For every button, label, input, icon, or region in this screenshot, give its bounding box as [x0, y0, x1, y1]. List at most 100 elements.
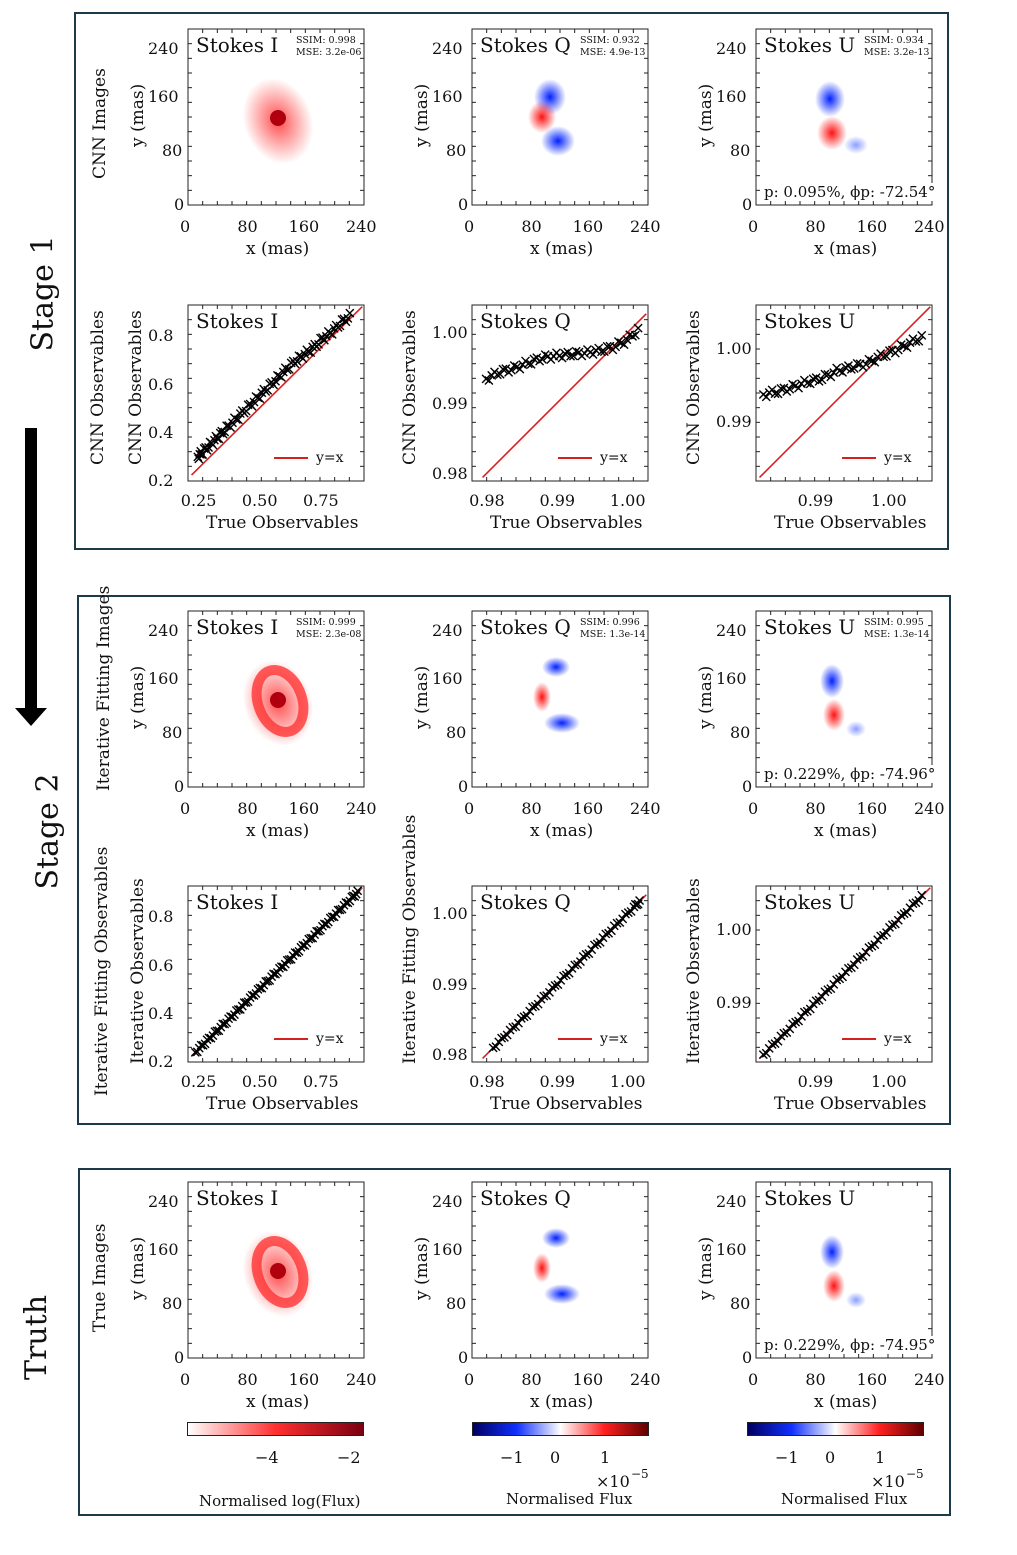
y-tick-label: 160	[716, 668, 747, 688]
x-tick-label: 0.75	[303, 1072, 339, 1091]
x-tick-label: 0	[180, 1370, 191, 1389]
x-tick-label: 0.50	[241, 491, 278, 510]
y-tick-label: 0.99	[716, 412, 752, 432]
scatter-point	[255, 394, 265, 404]
y-tick-label: 240	[716, 1191, 747, 1211]
scatter-point	[484, 375, 494, 385]
y-tick-label: 160	[148, 668, 179, 688]
legend: y=x	[274, 450, 344, 466]
scatter-point	[491, 1042, 501, 1052]
y-tick-label: 1.00	[716, 920, 752, 939]
polarisation-readout: p: 0.095%, ϕp: -72.54°	[764, 183, 936, 201]
stokes-i-core	[270, 1263, 286, 1279]
y-tick-label: 240	[716, 38, 747, 58]
legend-line	[274, 1038, 308, 1040]
y-tick-label: 160	[716, 86, 747, 106]
x-tick-label: 160	[856, 799, 888, 818]
x-tick-label: 0.25	[180, 491, 217, 510]
stokes-u-blob	[823, 1270, 845, 1302]
colorbar-tick-label: −2	[337, 1448, 361, 1467]
x-tick-label: 0.98	[469, 1072, 505, 1091]
stokes-u-blob	[820, 1235, 844, 1269]
y-tick-label: 0.6	[148, 374, 174, 394]
stokes-q-blob	[542, 1228, 570, 1248]
x-tick-label: 0	[748, 217, 759, 236]
scatter-point	[633, 323, 643, 333]
y-tick-label: 80	[162, 1293, 183, 1313]
scatter-point	[314, 339, 324, 349]
stokes-q-blob	[541, 126, 575, 156]
scatter-point	[761, 392, 771, 402]
x-tick-label: 80	[805, 799, 826, 818]
scatter-point	[271, 376, 281, 386]
y-tick-label: 80	[162, 140, 183, 160]
scatter-point	[559, 971, 569, 981]
y-tick-label: 1.00	[432, 904, 468, 924]
scatter-point	[849, 960, 859, 970]
scatter-point	[515, 364, 525, 374]
x-tick-label: 0.25	[180, 1072, 217, 1091]
scatter-point	[870, 357, 880, 367]
scatter-point	[902, 343, 912, 353]
y-tick-label: 1.00	[432, 323, 468, 343]
x-tick-label: 240	[346, 217, 377, 236]
scatter-point	[843, 963, 853, 973]
y-tick-label: 240	[716, 620, 747, 640]
x-axis-label: x (mas)	[814, 239, 878, 259]
legend-label: y=x	[316, 1031, 344, 1047]
legend-label: y=x	[600, 450, 628, 466]
scatter-panel-title: Stokes I	[196, 309, 279, 333]
scatter-panel-title: Stokes Q	[480, 890, 571, 914]
y-tick-label: 160	[148, 1239, 179, 1259]
y-tick-label: 240	[148, 1191, 179, 1211]
scatter-frame	[471, 304, 649, 482]
y-tick-label: 240	[148, 38, 179, 58]
x-tick-label: 1.00	[609, 1072, 646, 1091]
scatter-point	[508, 1022, 518, 1032]
stokes-u-blob	[817, 116, 847, 150]
x-tick-label: 80	[521, 217, 542, 236]
legend-label: y=x	[600, 1031, 628, 1047]
x-tick-label: 0.99	[797, 1072, 834, 1091]
y-tick-label: 0.2	[148, 1052, 174, 1071]
image-panel-title: Stokes U	[764, 1186, 856, 1210]
scatter-point	[896, 340, 906, 350]
ssim-value: SSIM: 0.995	[864, 617, 924, 628]
scatter-point	[838, 972, 848, 982]
scatter-point	[564, 968, 574, 978]
x-tick-label: 0.99	[539, 491, 576, 510]
scatter-point	[893, 345, 903, 355]
ssim-value: SSIM: 0.998	[296, 35, 356, 46]
colorbar-scale: ×10	[871, 1472, 905, 1491]
scatter-point	[820, 369, 830, 379]
scatter-point	[826, 372, 836, 382]
polarisation-readout: p: 0.229%, ϕp: -74.96°	[764, 765, 936, 783]
y-tick-label: 0.98	[432, 1044, 468, 1064]
scatter-point	[914, 336, 924, 346]
colorbar-label: Normalised log(Flux)	[199, 1492, 361, 1510]
stokes-i-ring	[251, 1236, 309, 1308]
y-tick-label: 0	[458, 777, 469, 796]
x-tick-label: 80	[521, 799, 542, 818]
legend: y=x	[558, 450, 628, 466]
scatter-point	[882, 928, 892, 938]
stage2-box	[77, 595, 951, 1125]
y-tick-label: 160	[432, 86, 463, 106]
x-tick-label: 160	[288, 799, 320, 818]
scatter-point	[808, 374, 818, 384]
ssim-value: SSIM: 0.932	[580, 35, 640, 46]
colorbar-2	[472, 1422, 649, 1436]
x-tick-label: 160	[572, 1370, 604, 1389]
x-axis-label: x (mas)	[530, 1392, 594, 1412]
image-panel-title: Stokes I	[196, 1186, 279, 1210]
scatter-point	[226, 423, 236, 433]
image-panel-title: Stokes Q	[480, 33, 571, 57]
scatter-point	[613, 336, 623, 346]
scatter-point	[917, 890, 927, 900]
scatter-point	[805, 1004, 815, 1014]
legend-label: y=x	[316, 450, 344, 466]
scatter-point	[817, 992, 827, 1002]
